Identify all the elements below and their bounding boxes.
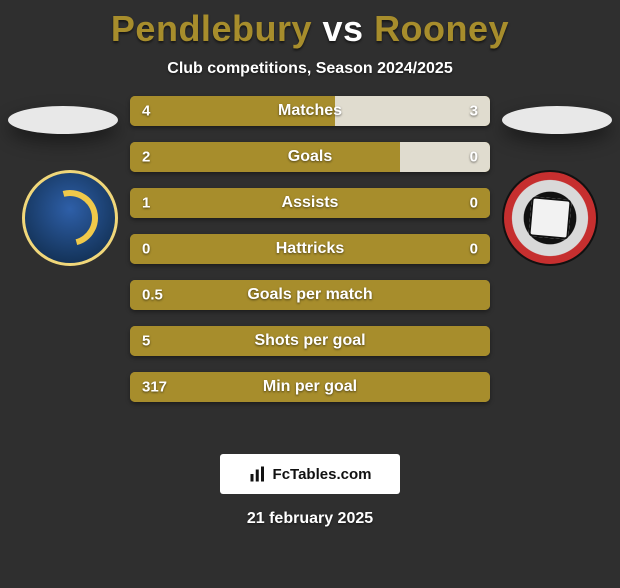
stat-bars: 43Matches 20Goals 10Assists 00Hattricks 0.5G… [130,96,490,418]
comparison-stage: 43Matches 20Goals 10Assists 00Hattricks 0.5G… [0,96,620,436]
player1-name: Pendlebury [111,8,312,49]
spotlight-right [502,106,612,134]
stat-fill-left [130,280,490,310]
stat-row: 00Hattricks [130,234,490,264]
bar-chart-icon [249,465,267,483]
date-label: 21 february 2025 [0,510,620,528]
stat-fill-left [130,142,400,172]
stat-row: 0.5Goals per match [130,280,490,310]
club-crest-left [22,170,118,266]
stat-fill-right [335,96,490,126]
stat-row: 43Matches [130,96,490,126]
comparison-title: Pendlebury vs Rooney [0,8,620,50]
stat-row: 5Shots per goal [130,326,490,356]
crest-right-inner-icon [528,196,571,239]
stat-fill-right [400,142,490,172]
stat-fill-left [130,372,490,402]
stat-fill-left [130,96,335,126]
stat-fill-left [130,188,490,218]
subtitle: Club competitions, Season 2024/2025 [0,60,620,78]
stat-fill-left [130,326,490,356]
stat-row: 20Goals [130,142,490,172]
brand-badge: FcTables.com [220,454,400,494]
vs-label: vs [323,8,364,49]
brand-text: FcTables.com [273,466,372,483]
player2-name: Rooney [374,8,509,49]
spotlight-left [8,106,118,134]
crest-left-swoosh-icon [32,180,108,256]
club-crest-right [502,170,598,266]
stat-row: 317Min per goal [130,372,490,402]
stat-row: 10Assists [130,188,490,218]
stat-fill-left [130,234,490,264]
